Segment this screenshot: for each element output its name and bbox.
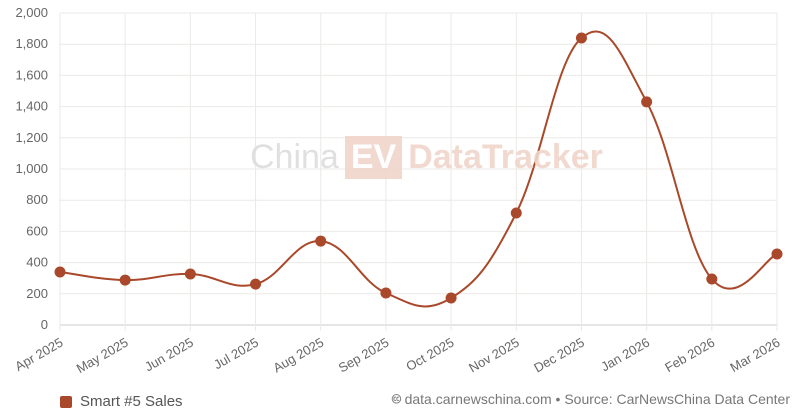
watermark-china: China	[250, 138, 339, 176]
data-point	[510, 207, 522, 219]
y-tick-label: 0	[41, 317, 48, 332]
watermark: China EV DataTracker	[250, 136, 603, 179]
data-point	[445, 292, 457, 304]
x-tick-label: Aug 2025	[271, 335, 327, 376]
x-tick-label: Jun 2025	[142, 335, 196, 375]
legend[interactable]: Smart #5 Sales	[60, 393, 183, 410]
y-tick-label: 200	[26, 286, 48, 301]
y-tick-label: 1,600	[15, 67, 48, 82]
data-point	[706, 273, 718, 285]
data-point	[54, 266, 66, 278]
y-tick-label: 2,000	[15, 5, 48, 20]
data-point	[315, 235, 327, 247]
legend-label: Smart #5 Sales	[80, 393, 183, 410]
x-tick-label: Jul 2025	[211, 335, 261, 373]
source-note: 🅭 data.carnewschina.com • Source: CarNew…	[392, 391, 790, 409]
x-tick-label: Apr 2025	[12, 335, 65, 374]
y-tick-label: 600	[26, 223, 48, 238]
y-tick-label: 1,000	[15, 161, 48, 176]
cc-icon: 🅭	[392, 391, 405, 407]
legend-swatch	[60, 395, 72, 408]
data-point	[575, 32, 587, 44]
data-point	[250, 278, 262, 290]
x-tick-label: May 2025	[74, 335, 131, 377]
x-tick-label: Dec 2025	[531, 335, 587, 376]
y-tick-label: 400	[26, 255, 48, 270]
y-tick-label: 1,200	[15, 130, 48, 145]
y-tick-label: 1,800	[15, 36, 48, 51]
y-tick-label: 800	[26, 192, 48, 207]
x-tick-label: Jan 2026	[598, 335, 652, 375]
source-text: data.carnewschina.com • Source: CarNewsC…	[404, 391, 790, 407]
watermark-datatracker: DataTracker	[408, 138, 603, 176]
x-tick-label: Oct 2025	[403, 335, 456, 374]
data-point	[641, 96, 653, 108]
x-tick-label: Mar 2026	[727, 335, 782, 375]
data-point	[119, 274, 131, 286]
x-tick-label: Sep 2025	[336, 335, 392, 376]
data-point	[771, 248, 783, 260]
x-tick-label: Nov 2025	[466, 335, 522, 376]
x-tick-label: Feb 2026	[662, 335, 717, 375]
data-point	[380, 287, 392, 299]
watermark-ev: EV	[344, 136, 403, 179]
y-tick-label: 1,400	[15, 99, 48, 114]
data-point	[184, 268, 196, 280]
